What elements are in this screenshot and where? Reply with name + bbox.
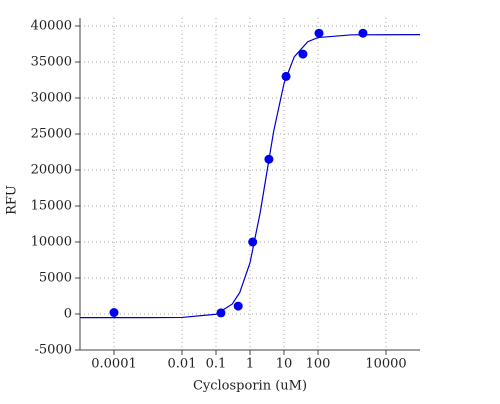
y-tick-label: 0 xyxy=(64,307,72,322)
x-tick-label: 10 xyxy=(276,357,293,372)
fit-curve xyxy=(79,34,421,319)
data-point xyxy=(109,308,119,318)
x-tick-label: 0.1 xyxy=(206,357,227,372)
y-tick-label: 25000 xyxy=(31,127,72,142)
x-tick-label: 0.01 xyxy=(168,357,197,372)
y-tick-label: 30000 xyxy=(31,91,72,106)
x-tick-label: 100 xyxy=(306,357,331,372)
y-tick-label: 15000 xyxy=(31,199,72,214)
x-axis-label: Cyclosporin (uM) xyxy=(193,379,307,394)
data-point xyxy=(358,28,368,38)
x-tick-label: 10000 xyxy=(365,357,406,372)
data-point xyxy=(298,49,308,59)
data-point xyxy=(314,28,324,38)
y-tick-label: 5000 xyxy=(39,271,72,286)
y-tick-label: 20000 xyxy=(31,163,72,178)
y-tick-label: 40000 xyxy=(31,19,72,34)
data-point xyxy=(281,71,291,81)
data-point xyxy=(264,154,274,164)
x-tick-label: 0.0001 xyxy=(91,357,137,372)
data-point xyxy=(248,237,258,247)
x-tick-label: 1 xyxy=(246,357,254,372)
y-tick-label: 35000 xyxy=(31,55,72,70)
y-axis-label: RFU xyxy=(5,185,20,215)
data-point xyxy=(233,301,243,311)
y-tick-label: -5000 xyxy=(35,343,72,358)
y-tick-label: 10000 xyxy=(31,235,72,250)
data-point xyxy=(216,308,226,318)
